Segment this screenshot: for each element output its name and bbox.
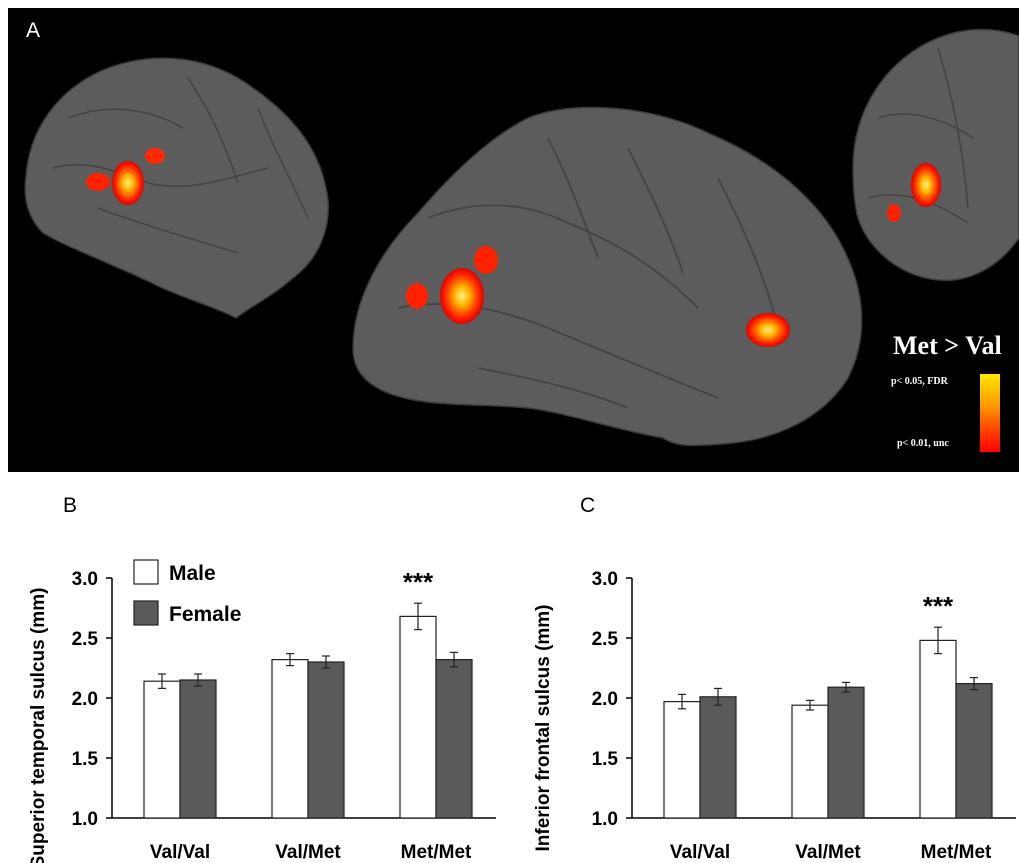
- y-tick-label: 2.0: [592, 689, 618, 710]
- panel-label-a: A: [26, 19, 41, 42]
- activation-blob: [406, 283, 428, 309]
- y-tick-label: 3.0: [72, 569, 98, 590]
- y-tick-label: 1.0: [592, 809, 618, 830]
- bar: [699, 696, 737, 819]
- bar: [919, 639, 957, 819]
- brain-renderings: [8, 8, 1019, 472]
- chart-c: C Inferior frontal sulcus (mm) 1.0 1.5 2.0 2.…: [533, 494, 1016, 863]
- y-tick-label: 2.0: [72, 689, 98, 710]
- activation-blob: [911, 163, 941, 207]
- x-tick-label: Met/Met: [401, 842, 472, 863]
- bar: [307, 661, 345, 819]
- legend-label: Female: [169, 603, 241, 626]
- bar: [399, 615, 437, 819]
- legend-swatch: [133, 600, 159, 626]
- y-axis-label: Inferior frontal sulcus (mm): [533, 604, 554, 851]
- activation-blob: [746, 313, 790, 347]
- bar: [663, 701, 701, 819]
- y-axis-label: Superior temporal sulcus (mm): [28, 588, 49, 863]
- contrast-title: Met > Val: [893, 331, 1002, 360]
- brain-left: [24, 57, 329, 319]
- bar: [827, 686, 865, 819]
- y-tick-label: 1.5: [72, 749, 99, 770]
- chart-b: B Superior temporal sulcus (mm) 1.0 1.5 2.0 2…: [28, 494, 496, 863]
- significance-marker: ***: [923, 591, 954, 621]
- legend-label: Male: [169, 562, 216, 585]
- activation-blob: [887, 204, 901, 222]
- bar: [791, 704, 829, 819]
- x-tick-label: Val/Val: [670, 842, 730, 863]
- activation-blob: [440, 268, 484, 324]
- bar: [143, 680, 181, 819]
- brain-surface-panel: [8, 8, 1019, 472]
- bar: [435, 659, 473, 819]
- colorbar-top-label: p< 0.05, FDR: [891, 376, 948, 387]
- y-tick-label: 2.5: [592, 629, 619, 650]
- x-tick-label: Val/Val: [150, 842, 210, 863]
- legend-swatch: [133, 559, 159, 585]
- x-tick-label: Val/Met: [795, 842, 861, 863]
- activation-blob: [112, 161, 144, 205]
- colorbar: [980, 374, 1000, 452]
- y-tick-label: 1.5: [592, 749, 619, 770]
- significance-marker: ***: [403, 567, 434, 597]
- colorbar-bottom-label: p< 0.01, unc: [897, 438, 949, 449]
- activation-blob: [145, 148, 165, 164]
- y-tick-label: 3.0: [592, 569, 618, 590]
- panel-label: C: [580, 494, 595, 517]
- bar: [271, 659, 309, 819]
- y-tick-label: 1.0: [72, 809, 98, 830]
- brain-center: [352, 106, 863, 447]
- brain-left-sulci: [52, 77, 309, 254]
- y-tick-label: 2.5: [72, 629, 99, 650]
- bar: [955, 683, 993, 819]
- activation-blob: [474, 246, 498, 274]
- x-tick-label: Val/Met: [275, 842, 341, 863]
- activation-blob: [86, 173, 110, 191]
- x-tick-label: Met/Met: [921, 842, 992, 863]
- bar: [179, 679, 217, 819]
- panel-label: B: [63, 494, 77, 517]
